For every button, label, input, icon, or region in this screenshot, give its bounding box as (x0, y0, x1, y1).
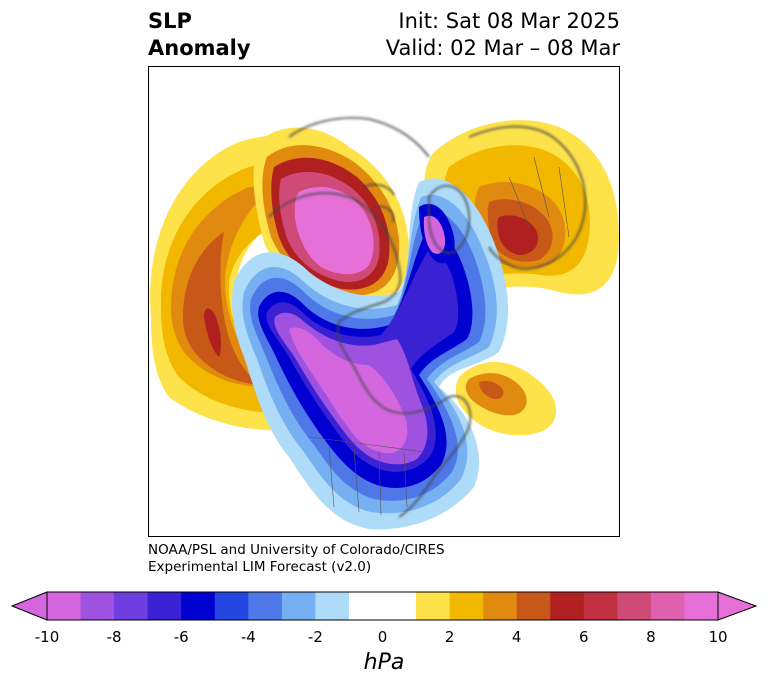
coastlines (268, 117, 587, 518)
title-line-2: Anomaly (148, 36, 251, 60)
colorbar-segment (684, 592, 719, 620)
valid-range: Valid: 02 Mar – 08 Mar (385, 36, 620, 60)
colorbar-segment (583, 592, 618, 620)
north-america-low-anomaly (232, 178, 509, 530)
anomaly-map-svg (150, 117, 619, 530)
north-america-coast (268, 192, 471, 518)
colorbar-segment (516, 592, 551, 620)
colorbar-unit: hPa (363, 650, 405, 675)
colorbar-segment (315, 592, 350, 620)
colorbar-tick-label: -10 (34, 628, 60, 646)
atlantic-high-anomaly (455, 362, 557, 436)
colorbar-segment (483, 592, 518, 620)
colorbar-tick-label: 4 (511, 628, 522, 646)
contour-neg-7 (289, 327, 408, 454)
credit-line-1: NOAA/PSL and University of Colorado/CIRE… (148, 542, 445, 558)
contour-pos-15 (497, 215, 539, 255)
colorbar-tick-label: -2 (307, 628, 323, 646)
colorbar-segment (650, 592, 685, 620)
asia-coast (288, 117, 430, 158)
forecast-dates: Init: Sat 08 Mar 2025 Valid: 02 Mar – 08… (386, 8, 620, 62)
state-lines (328, 446, 408, 516)
colorbar-tick-label: 2 (444, 628, 455, 646)
colorbar-tick-label: -4 (240, 628, 256, 646)
colorbar-segment (80, 592, 115, 620)
europe-borders (508, 156, 570, 238)
colorbar-segment (416, 592, 451, 620)
colorbar-segment (248, 592, 283, 620)
colorbar-segment (47, 592, 82, 620)
colorbar-frame (46, 591, 719, 621)
colorbar-segment (281, 592, 316, 620)
colorbar-segment (348, 592, 383, 620)
colorbar-svg (10, 591, 758, 621)
colorbar-tick-label: 8 (646, 628, 656, 646)
colorbar-segment (382, 592, 417, 620)
contour-pos-4 (183, 232, 259, 385)
contour-pos-5 (204, 308, 222, 357)
colorbar-segment (550, 592, 585, 620)
init-date: Init: Sat 08 Mar 2025 (398, 9, 620, 33)
colorbar-extend-low (10, 591, 48, 621)
colorbar-segment (114, 592, 149, 620)
anomaly-map (148, 66, 620, 537)
contour-pos-18 (479, 380, 504, 400)
map-title: SLP Anomaly (148, 8, 251, 62)
colorbar-segment (181, 592, 216, 620)
colorbar-tick-label: 6 (579, 628, 589, 646)
colorbar-extend-high (717, 591, 758, 621)
europe-coast (468, 125, 587, 270)
colorbar-tick-label: -6 (173, 628, 189, 646)
contour-pos-10 (294, 187, 374, 275)
colorbar (10, 590, 758, 622)
us-border (308, 436, 425, 453)
credit-line-2: Experimental LIM Forecast (v2.0) (148, 559, 372, 575)
title-line-1: SLP (148, 9, 192, 33)
colorbar-tick-label: 10 (708, 628, 728, 646)
credit: NOAA/PSL and University of Colorado/CIRE… (148, 542, 445, 576)
borders (308, 156, 570, 516)
colorbar-segment (617, 592, 652, 620)
colorbar-tick-label: 0 (377, 628, 388, 646)
colorbar-segment (214, 592, 249, 620)
colorbar-segment (449, 592, 484, 620)
arctic-islands (363, 183, 395, 223)
colorbar-segment (147, 592, 182, 620)
greenland-coast (428, 184, 470, 254)
colorbar-tick-label: -8 (106, 628, 122, 646)
